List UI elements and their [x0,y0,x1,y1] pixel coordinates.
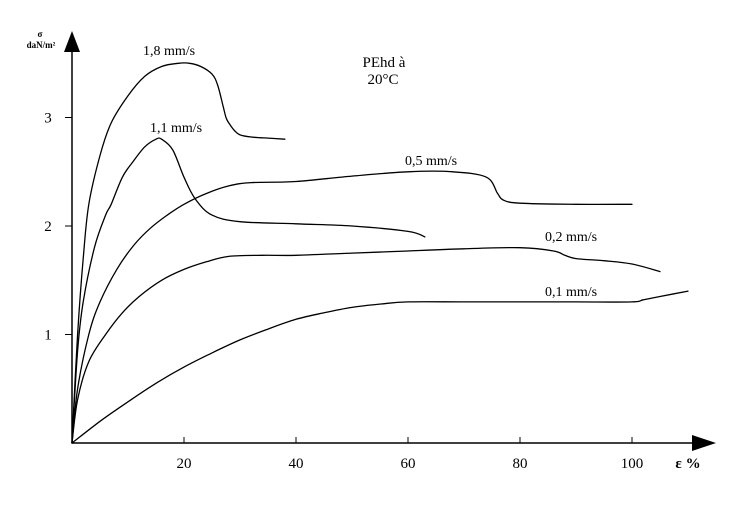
series-label-0-5: 0,5 mm/s [405,154,457,169]
y-axis-unit: daN/m² [27,40,56,50]
y-axis-arrow [64,31,80,52]
series-curve-3 [71,170,633,444]
series-label-1-8: 1,8 mm/s [143,44,195,59]
ticks: 20 40 60 80 100 1 2 3 [44,111,643,473]
y-tick-label: 1 [44,328,52,344]
chart-title-line-2: 20°C [367,72,398,88]
x-axis-label: ε % [675,456,700,472]
y-axis-symbol: σ [38,29,43,39]
x-tick-label: 80 [513,456,528,472]
series-label-1-1: 1,1 mm/s [150,121,202,136]
x-tick-label: 20 [177,456,192,472]
x-tick-label: 100 [621,456,644,472]
x-tick-label: 60 [401,456,416,472]
x-tick-label: 40 [289,456,304,472]
curves [71,62,689,444]
chart-title-line-1: PEhd à [363,55,406,71]
y-tick-label: 3 [44,111,52,127]
series-curve-2 [71,137,426,444]
series-label-0-2: 0,2 mm/s [545,230,597,245]
y-tick-label: 2 [44,219,52,235]
axes [64,31,716,451]
series-curve-4 [71,246,661,444]
x-axis-arrow [692,435,716,451]
series-label-0-1: 0,1 mm/s [545,285,597,300]
series-curve-1 [71,62,286,444]
series-curve-5 [71,290,689,444]
